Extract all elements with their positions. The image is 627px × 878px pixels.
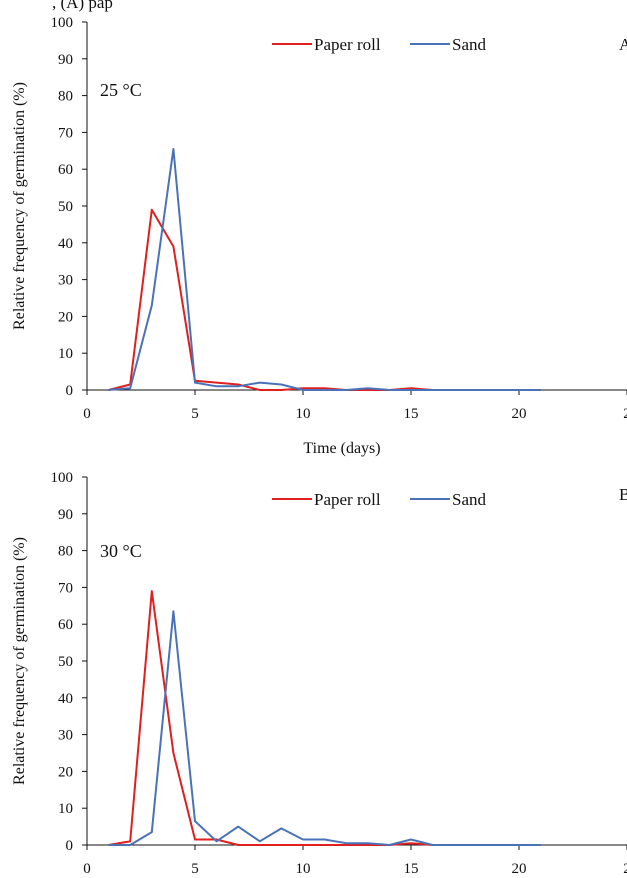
y-tick-label: 50 xyxy=(58,654,73,670)
series-line-sand xyxy=(108,610,541,846)
x-tick-label: 5 xyxy=(191,406,199,422)
chart-panel-25c: 0 10 20 30 40 50 60 70 80 90 100 0 5 10 15 20 2 Relative … xyxy=(11,15,627,457)
y-tick-label: 40 xyxy=(58,236,73,252)
x-tick-label: 20 xyxy=(512,861,527,877)
legend-label-paper-roll: Paper roll xyxy=(314,35,381,54)
series-line-paper-roll xyxy=(108,590,541,846)
y-tick-label: 80 xyxy=(58,89,73,105)
y-tick-label: 90 xyxy=(58,52,73,68)
y-tick-label: 30 xyxy=(58,273,73,289)
series-line-paper-roll xyxy=(108,208,541,391)
y-tick-label: 20 xyxy=(58,309,73,325)
temperature-annotation: 25 °C xyxy=(100,80,142,100)
legend-label-paper-roll: Paper roll xyxy=(314,490,381,509)
series-line-sand xyxy=(108,148,541,391)
x-tick-label: 0 xyxy=(83,406,91,422)
y-tick-label: 100 xyxy=(51,470,74,486)
x-tick-label: 2 xyxy=(623,861,627,877)
header-fragment: , (A) pap xyxy=(52,0,113,12)
y-tick-label: 30 xyxy=(58,728,73,744)
x-tick-label: 5 xyxy=(191,861,199,877)
y-tick-label: 0 xyxy=(66,383,74,399)
x-axis-label: Time (days) xyxy=(303,440,380,457)
x-tick-label: 15 xyxy=(404,861,419,877)
x-tick-label: 15 xyxy=(404,406,419,422)
x-tick-label: 20 xyxy=(512,406,527,422)
x-tick-label: 10 xyxy=(296,861,311,877)
legend-label-sand: Sand xyxy=(452,35,487,54)
y-tick-label: 70 xyxy=(58,125,73,141)
x-tick-label: 2 xyxy=(623,406,627,422)
y-tick-label: 0 xyxy=(66,838,74,854)
panel-mark: A xyxy=(619,35,627,54)
y-tick-label: 40 xyxy=(58,691,73,707)
y-axis-label: Relative frequency of germination (%) xyxy=(11,537,28,785)
y-tick-label: 80 xyxy=(58,544,73,560)
x-tick-label: 0 xyxy=(83,861,91,877)
y-tick-label: 10 xyxy=(58,801,73,817)
y-tick-label: 10 xyxy=(58,346,73,362)
y-tick-label: 20 xyxy=(58,764,73,780)
temperature-annotation: 30 °C xyxy=(100,541,142,561)
chart-panel-30c: 0 10 20 30 40 50 60 70 80 90 100 0 5 10 15 20 2 Relative … xyxy=(11,470,627,877)
panel-mark: B xyxy=(619,485,627,504)
x-tick-label: 10 xyxy=(296,406,311,422)
y-tick-label: 70 xyxy=(58,580,73,596)
y-tick-label: 100 xyxy=(51,15,74,31)
y-tick-label: 60 xyxy=(58,162,73,178)
y-tick-label: 60 xyxy=(58,617,73,633)
y-tick-label: 50 xyxy=(58,199,73,215)
legend-label-sand: Sand xyxy=(452,490,487,509)
y-tick-label: 90 xyxy=(58,507,73,523)
y-axis-label: Relative frequency of germination (%) xyxy=(11,82,28,330)
